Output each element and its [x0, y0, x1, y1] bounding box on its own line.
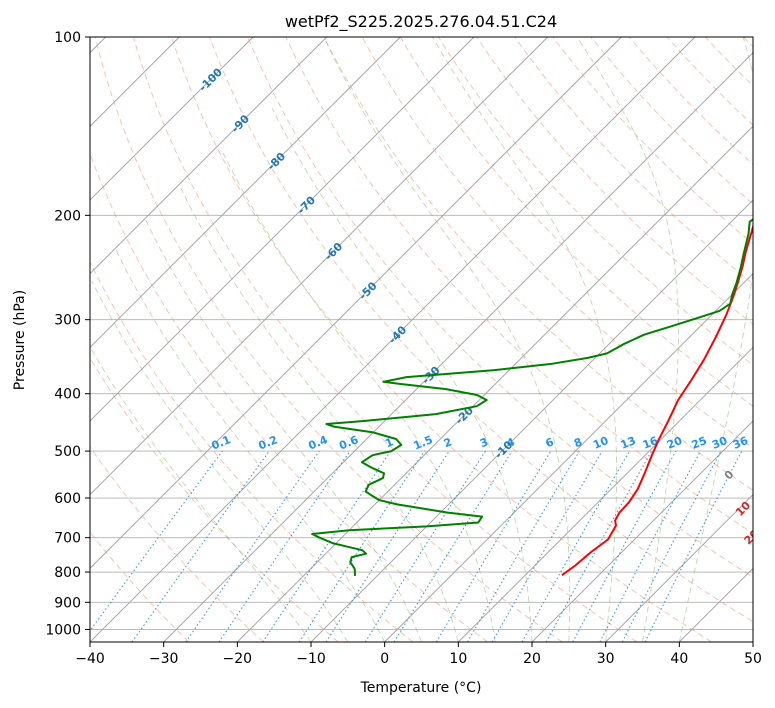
- moist-adiabat-line: [91, 280, 349, 642]
- mixing-ratio-line: [364, 450, 486, 642]
- mixing-ratio-line: [521, 450, 630, 642]
- x-tick-label: −40: [75, 651, 105, 667]
- isotherm-line: [90, 37, 401, 348]
- dry-adiabat-line: [132, 37, 638, 642]
- mixing-ratio-label: 36: [731, 434, 750, 452]
- mixing-ratio-line: [325, 450, 450, 642]
- x-tick-label: 0: [380, 651, 389, 667]
- mixing-ratio-label: 10: [591, 434, 610, 452]
- profile-series: [311, 218, 753, 577]
- x-axis-label: Temperature (°C): [360, 680, 482, 696]
- moist-adiabat-line: [145, 220, 422, 642]
- mixing-ratio-label: 2: [442, 435, 454, 450]
- mixing-ratio-line: [491, 450, 603, 642]
- mixing-ratio-label: 1: [383, 435, 395, 450]
- x-tick-label: 50: [744, 651, 762, 667]
- isotherm-line: [90, 37, 254, 201]
- isotherms: [90, 37, 753, 642]
- plot-area: 0.1 0.2 0.4 0.6 1 1.5 2 3 4 6 8 10 13 16 20 25 30 36-100-…: [90, 37, 762, 642]
- chart-title: wetPf2_S225.2025.276.04.51.C24: [285, 12, 557, 32]
- profile-series-2: [311, 218, 753, 576]
- isotherm-line: [90, 37, 475, 422]
- mixing-ratio-line: [572, 450, 677, 642]
- moist-adiabat-line: [576, 37, 679, 642]
- isotherm-line: [90, 37, 622, 569]
- axes: −40 −30 −20 −10 0 10 20 30 40 50 100 200 300 400 500 60…: [45, 30, 762, 667]
- mixing-ratio-line: [185, 450, 320, 642]
- y-tick-label: 200: [54, 208, 81, 224]
- dry-adiabat-line: [94, 37, 563, 642]
- dry-adiabat-line: [247, 37, 753, 578]
- y-tick-label: 400: [54, 387, 81, 403]
- isotherm-line: [90, 37, 327, 275]
- y-tick-label: 600: [54, 491, 81, 507]
- y-axis-label: Pressure (hPa): [12, 290, 28, 390]
- isotherm-line: [384, 273, 753, 642]
- moist-adiabats: [90, 37, 753, 642]
- y-tick-label: 500: [54, 444, 81, 460]
- isotherm-line: [237, 125, 753, 642]
- mixing-ratio-label: 20: [665, 434, 684, 452]
- dry-adiabats: [90, 37, 753, 642]
- isotherm-line: [531, 420, 753, 642]
- dry-adiabat-line: [628, 37, 753, 166]
- x-tick-label: −10: [296, 651, 326, 667]
- profile-series-1: [561, 223, 753, 577]
- isotherm-line: [310, 199, 753, 642]
- y-tick-label: 700: [54, 531, 81, 547]
- mixing-ratio-lines: [90, 450, 743, 642]
- mixing-ratio-label: 13: [619, 434, 638, 452]
- y-tick-label: 300: [54, 313, 81, 329]
- dry-adiabat-line: [514, 37, 753, 285]
- mixing-ratio-line: [467, 450, 580, 642]
- isotherm-line: [605, 494, 753, 642]
- dry-adiabat-label: 20: [742, 527, 762, 547]
- y-tick-label: 100: [54, 30, 81, 46]
- dry-adiabat-line: [209, 37, 753, 623]
- moist-adiabat-line: [221, 151, 496, 642]
- mixing-ratio-line: [131, 450, 270, 642]
- moist-adiabat-line: [271, 108, 533, 642]
- dry-adiabat-line: [399, 37, 753, 407]
- y-tick-label: 900: [54, 595, 81, 611]
- mixing-ratio-label: 8: [572, 435, 584, 450]
- dry-adiabat-line: [90, 261, 414, 642]
- x-tick-label: 40: [670, 651, 688, 667]
- isotherm-line: [90, 37, 548, 496]
- mixing-ratio-label: 25: [690, 434, 709, 452]
- moist-adiabat-line: [90, 345, 312, 642]
- moist-adiabat-line: [678, 37, 753, 642]
- isotherm-line: [163, 52, 753, 642]
- mixing-ratio-label: 3: [478, 435, 490, 450]
- isotherm-line: [90, 37, 696, 642]
- dry-adiabat-line: [323, 37, 753, 491]
- mixing-ratio-line: [90, 450, 223, 632]
- mixing-ratio-line: [393, 450, 513, 642]
- y-tick-label: 1000: [45, 622, 81, 638]
- y-tick-label: 800: [54, 565, 81, 581]
- x-tick-label: 10: [449, 651, 467, 667]
- moist-adiabat-line: [431, 37, 618, 642]
- plot-frame: [89, 36, 754, 643]
- moist-adiabat-line: [325, 41, 571, 642]
- isotherm-line: [458, 346, 753, 642]
- dry-adiabat-line: [476, 37, 753, 325]
- x-tick-label: 30: [597, 651, 615, 667]
- mixing-ratio-line: [435, 450, 552, 642]
- x-tick-label: 20: [523, 651, 541, 667]
- dry-adiabat-line: [90, 446, 264, 642]
- mixing-ratio-label: 30: [710, 434, 729, 452]
- x-tick-label: −20: [223, 651, 253, 667]
- mixing-ratio-line: [218, 450, 351, 642]
- moist-adiabat-line: [115, 248, 386, 642]
- pressure-gridlines: [90, 37, 753, 630]
- x-tick-label: −30: [149, 651, 179, 667]
